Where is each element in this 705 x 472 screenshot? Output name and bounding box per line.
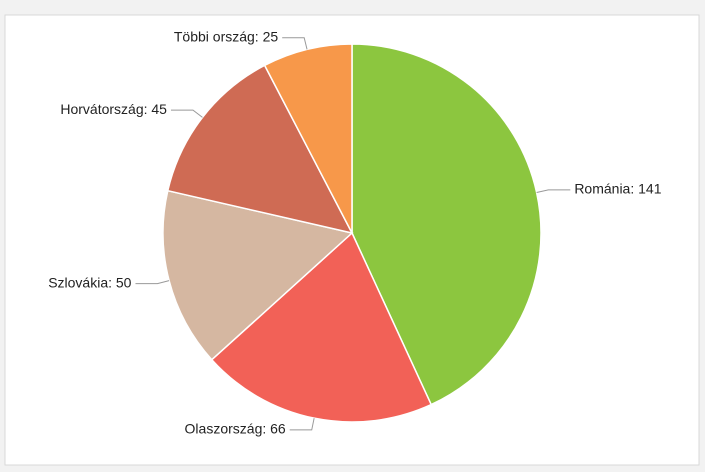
data-label: Horvátország: 45 — [60, 101, 167, 117]
pie-slice: Olaszország — [210, 231, 433, 423]
pie-slice: Szlovákia — [162, 189, 354, 361]
leader-line — [536, 189, 571, 193]
pie-slice: Románia — [351, 43, 542, 406]
data-label: Szlovákia: 50 — [48, 274, 131, 290]
data-label: Olaszország: 66 — [185, 421, 286, 437]
leader-line — [289, 418, 315, 431]
leader-line — [170, 109, 203, 118]
data-label: Többi ország: 25 — [174, 28, 278, 44]
leader-line — [282, 37, 308, 50]
pie-slice: Horvátország — [166, 64, 354, 235]
data-label: Románia: 141 — [574, 181, 661, 197]
leader-line — [135, 280, 170, 285]
